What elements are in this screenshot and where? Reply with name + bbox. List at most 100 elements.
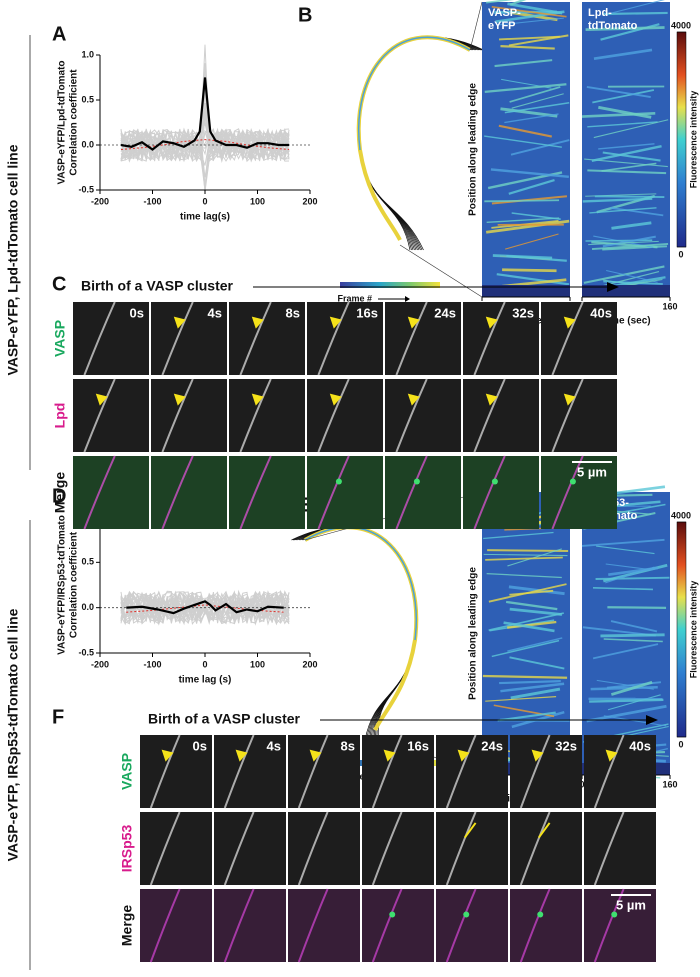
y-axis-label: Position along leading edge	[468, 567, 479, 700]
intensity-colorbar	[676, 31, 687, 248]
kymo-streak	[495, 10, 565, 24]
kymo-streak	[507, 637, 563, 652]
panel-letter: A	[52, 23, 66, 45]
kymo-streak	[592, 89, 655, 104]
micrograph	[362, 812, 434, 885]
kymo-streak	[511, 212, 561, 220]
colorbar-label: Fluorescence intensity	[688, 581, 698, 679]
kymo-streak	[581, 112, 656, 118]
kymo-streak	[590, 686, 658, 691]
micrograph	[229, 379, 305, 452]
kymo-streak	[602, 245, 668, 251]
cell-edge	[473, 301, 506, 376]
cell-outline	[294, 527, 417, 741]
kymo-streak	[596, 679, 654, 690]
arrowhead	[457, 749, 470, 762]
cell-edge	[239, 378, 272, 453]
cell-edge	[551, 378, 584, 453]
arrowhead	[531, 749, 544, 762]
cell-edge	[83, 455, 116, 530]
cell-outline	[358, 37, 483, 251]
x-tick-label: 160	[662, 779, 677, 789]
x-tick-label: -100	[143, 659, 161, 669]
cell-edge	[519, 811, 551, 886]
merge-tint	[73, 456, 149, 529]
kymo-streak	[607, 606, 667, 609]
kymo-streak	[509, 656, 565, 670]
kymo-streak	[582, 197, 653, 203]
time-label: 0s	[193, 738, 207, 753]
panel-letter: D	[52, 485, 66, 507]
arrowhead	[173, 316, 186, 329]
intensity-colorbar	[676, 521, 687, 738]
kymo-streak	[587, 121, 658, 128]
time-label: 4s	[208, 305, 222, 320]
kymo-label: tdTomato	[588, 20, 638, 32]
kymo-streak	[607, 694, 661, 711]
time-label: 24s	[481, 738, 503, 753]
cell-outline	[295, 527, 417, 741]
time-arrowhead	[607, 282, 619, 292]
x-tick-label: 160	[662, 301, 677, 311]
kymo-streak	[595, 576, 670, 580]
micrograph	[307, 379, 383, 452]
cell-edge	[297, 811, 329, 886]
kymo-label: eYFP	[488, 20, 516, 32]
micrograph	[229, 302, 305, 375]
cell-outline	[358, 37, 480, 251]
micrograph	[151, 379, 227, 452]
cluster	[491, 478, 498, 485]
panel-letter: B	[298, 4, 312, 26]
cell-outline	[297, 527, 417, 741]
merge-tint	[510, 889, 582, 962]
scale-bar-label: 5 µm	[616, 897, 646, 912]
kymo-streak	[586, 85, 651, 98]
merge-tint	[229, 456, 305, 529]
cell-edge	[473, 455, 506, 530]
kymo-streak	[592, 587, 653, 591]
cell-outline	[298, 527, 417, 741]
arrow	[537, 822, 551, 839]
arrowhead	[563, 316, 576, 329]
cell-edge	[161, 378, 194, 453]
kymo-streak	[504, 113, 559, 124]
frame-label: Frame #	[337, 293, 372, 303]
micrograph	[214, 812, 286, 885]
kymo-streak	[600, 633, 665, 638]
time-label: 32s	[555, 738, 577, 753]
kymo-streak	[603, 11, 668, 16]
kymo-streak	[483, 531, 554, 540]
micrograph	[541, 302, 617, 375]
x-tick-label: -200	[91, 659, 109, 669]
kymo-streak	[603, 638, 663, 643]
trace	[120, 590, 290, 623]
kymo-streak	[511, 93, 564, 109]
kymo-streak	[490, 168, 569, 179]
row-label: Lpd	[52, 403, 68, 429]
kymo-streak	[593, 48, 653, 60]
cell-edge	[445, 888, 477, 963]
y-axis-label: Correlation coefficient	[69, 69, 80, 176]
cell-edge	[317, 301, 350, 376]
micrograph	[288, 812, 360, 885]
y-tick-label: 0.0	[81, 602, 94, 612]
kymo-streak	[589, 207, 657, 214]
colorbar-tick-label: 4000	[671, 510, 691, 520]
micrograph	[362, 735, 434, 808]
cell-edge	[445, 734, 477, 809]
kymograph	[582, 492, 670, 775]
kymo-label: VASP-	[488, 7, 521, 19]
scale-bar-label: 5 µm	[577, 464, 607, 479]
cell-outline	[291, 527, 417, 741]
cell-edge	[551, 301, 584, 376]
kymo-streak	[610, 680, 653, 696]
cell-edge	[223, 888, 255, 963]
cell-outline	[358, 37, 481, 251]
merge-tint	[140, 889, 212, 962]
kymo-streak	[593, 119, 669, 139]
kymo-streak	[602, 235, 656, 248]
arrowhead	[95, 393, 108, 406]
time-label: 8s	[286, 305, 300, 320]
kymo-streak	[485, 556, 563, 561]
kymo-streak	[496, 273, 570, 286]
